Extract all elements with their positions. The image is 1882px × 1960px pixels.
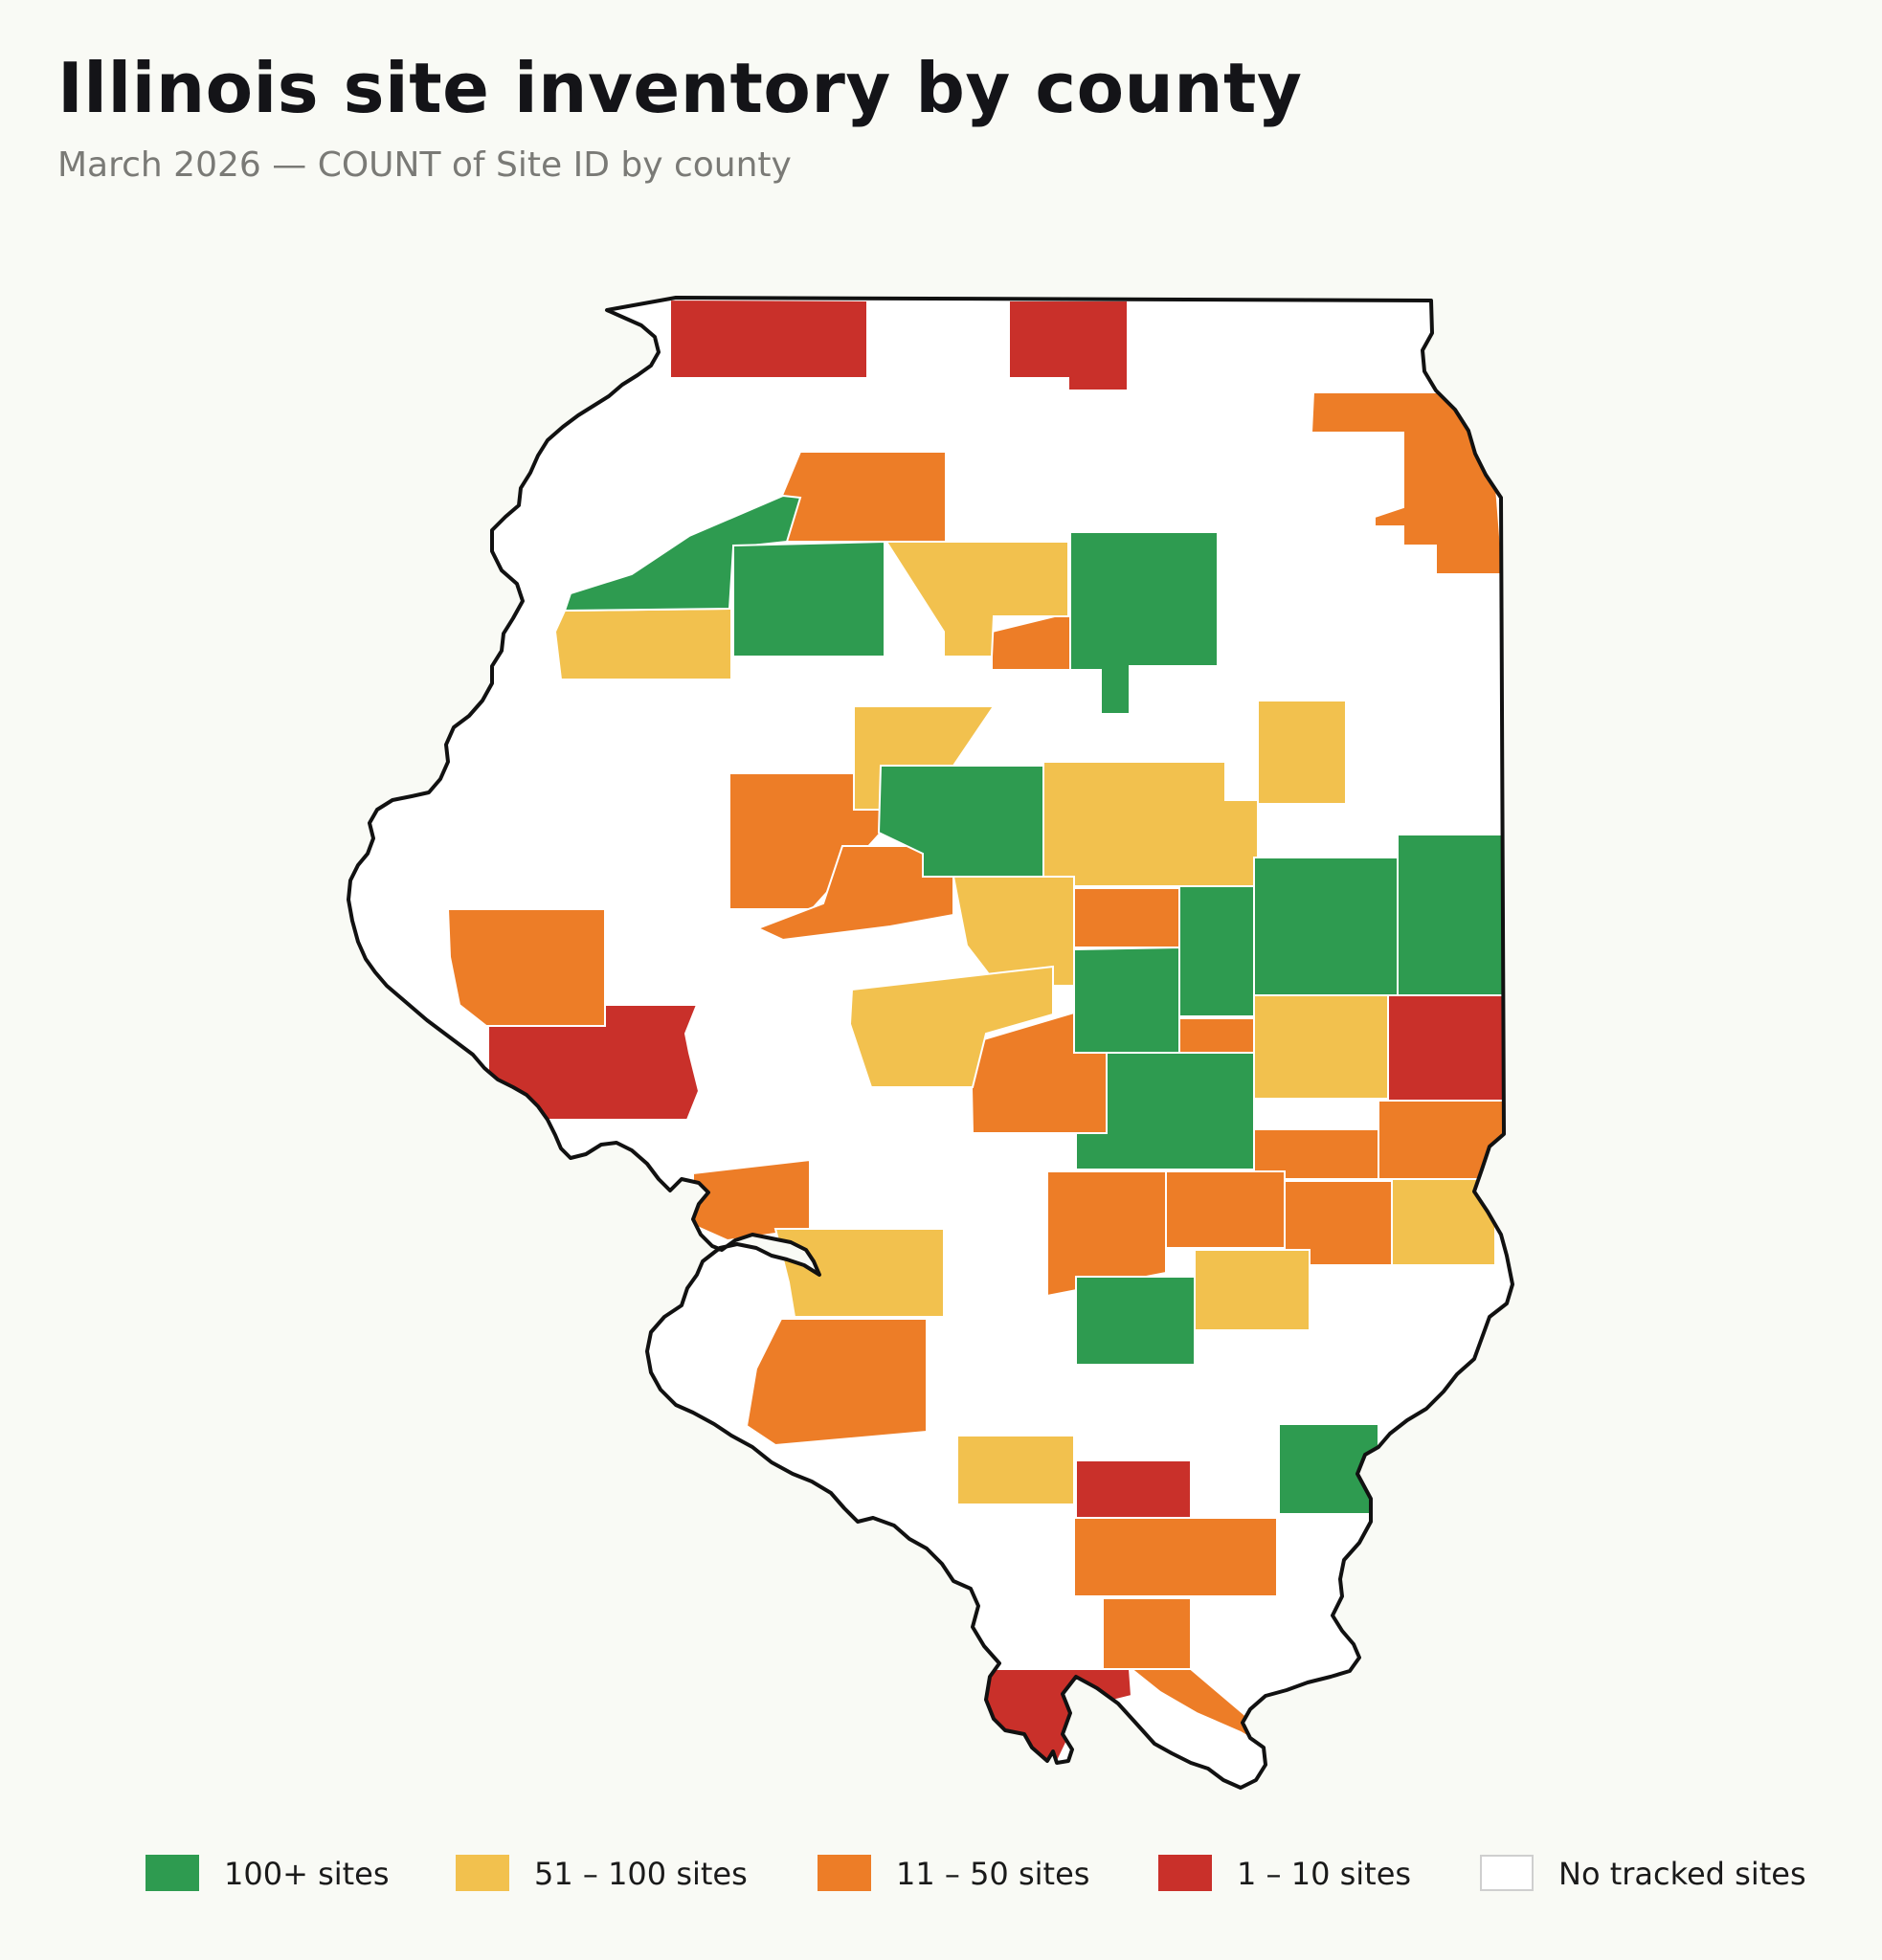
county-region bbox=[1378, 1100, 1505, 1180]
county-region bbox=[1253, 857, 1399, 996]
legend-label: 1 – 10 sites bbox=[1237, 1856, 1412, 1892]
legend-label: 11 – 50 sites bbox=[896, 1856, 1090, 1892]
county-region bbox=[1253, 994, 1389, 1100]
county-region bbox=[732, 540, 885, 657]
county-region bbox=[563, 494, 802, 612]
legend-swatch bbox=[456, 1855, 509, 1891]
county-region bbox=[1178, 885, 1255, 1017]
county-region bbox=[446, 908, 606, 1027]
county-region bbox=[773, 1228, 945, 1318]
county-region bbox=[1069, 531, 1219, 715]
legend-swatch bbox=[146, 1855, 199, 1891]
county-region bbox=[877, 765, 1044, 878]
county-region bbox=[1129, 1668, 1256, 1740]
county-layer bbox=[446, 298, 1505, 1772]
county-region bbox=[1075, 1052, 1255, 1170]
legend: 100+ sites 51 – 100 sites 11 – 50 sites … bbox=[0, 1853, 1882, 1895]
county-region bbox=[1257, 700, 1347, 805]
county-region bbox=[848, 965, 1054, 1088]
county-region bbox=[956, 1435, 1075, 1505]
legend-swatch bbox=[1480, 1855, 1534, 1891]
county-region bbox=[779, 451, 947, 543]
county-region bbox=[1073, 1517, 1278, 1597]
map-subtitle: March 2026 — COUNT of Site ID by county bbox=[57, 145, 792, 185]
county-region bbox=[1278, 1423, 1379, 1515]
county-region bbox=[1387, 994, 1505, 1102]
county-region bbox=[885, 541, 1069, 657]
legend-swatch bbox=[818, 1855, 871, 1891]
legend-label: 100+ sites bbox=[224, 1856, 390, 1892]
county-region bbox=[1008, 300, 1129, 391]
county-region bbox=[1075, 1276, 1196, 1366]
county-region bbox=[669, 298, 868, 379]
state-outline bbox=[347, 296, 1514, 1790]
county-region bbox=[1391, 1178, 1496, 1266]
legend-label: No tracked sites bbox=[1558, 1856, 1806, 1892]
county-region bbox=[1165, 1170, 1286, 1249]
county-region bbox=[553, 607, 732, 680]
county-region bbox=[745, 1318, 928, 1447]
legend-swatch bbox=[1158, 1855, 1212, 1891]
county-region bbox=[1073, 946, 1180, 1054]
map-title: Illinois site inventory by county bbox=[57, 48, 1303, 128]
county-region bbox=[1397, 834, 1505, 996]
county-region bbox=[1102, 1597, 1192, 1670]
county-region bbox=[1194, 1249, 1311, 1331]
legend-label: 51 – 100 sites bbox=[534, 1856, 748, 1892]
county-region bbox=[1042, 761, 1259, 887]
county-region bbox=[1046, 1170, 1167, 1298]
